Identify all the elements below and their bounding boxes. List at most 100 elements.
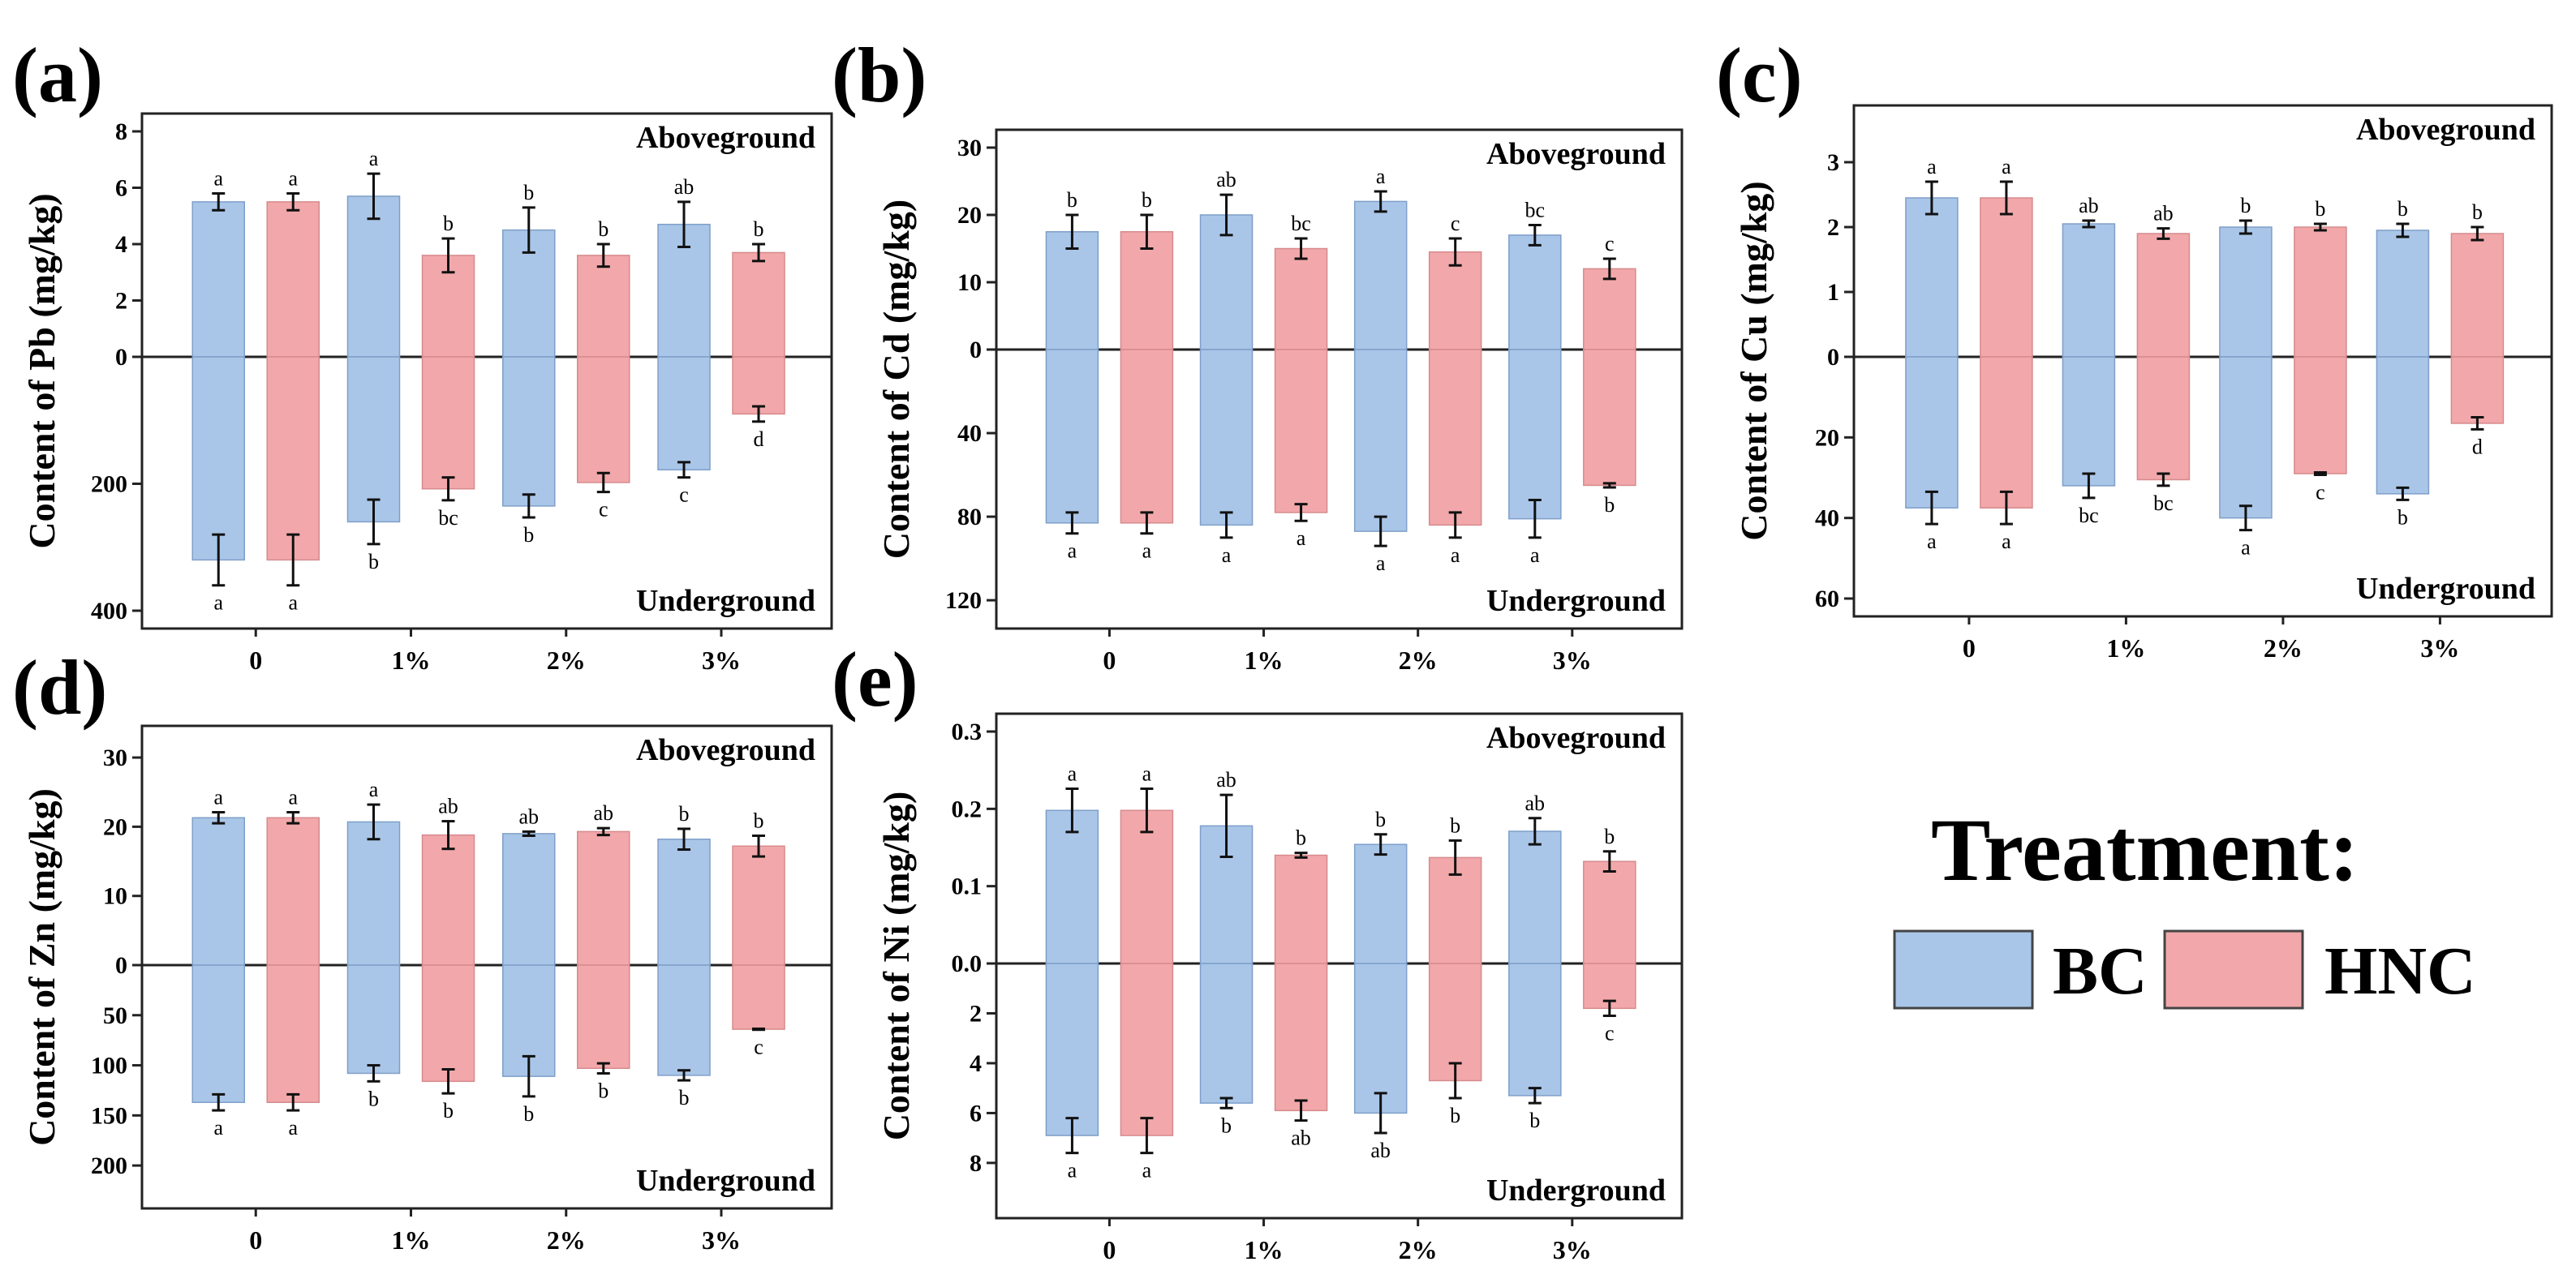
y-tick-label: 0.2	[952, 796, 983, 822]
significance-letter: a	[288, 166, 298, 190]
significance-letter: c	[679, 483, 689, 507]
significance-letter: a	[1142, 762, 1152, 786]
x-tick-label: 0	[1103, 646, 1116, 675]
bar-bottom-bc	[191, 964, 245, 1104]
significance-letter: ab	[1216, 768, 1236, 792]
y-tick-label: 40	[1815, 505, 1839, 532]
significance-letter: a	[2002, 530, 2011, 553]
bar-top-hnc	[1980, 197, 2033, 358]
chart-panel: (b) Content of Cd (mg/kg) 0 10 20 30 40 80 120 0 1…	[832, 32, 1684, 675]
significance-letter: ab	[518, 805, 539, 828]
y-tick-label: 0.1	[952, 873, 983, 900]
significance-letter: a	[1451, 543, 1460, 567]
significance-letter: d	[2472, 435, 2483, 458]
significance-letter: ab	[1216, 168, 1236, 191]
bar-bottom-bc	[1353, 963, 1408, 1114]
significance-letter: ab	[2079, 194, 2099, 217]
significance-letter: a	[1927, 530, 1937, 553]
bar-bottom-bc	[1905, 356, 1959, 509]
significance-letter: b	[523, 523, 534, 547]
y-axis-label: Content of Ni (mg/kg)	[875, 792, 917, 1141]
panel-label: (a)	[12, 32, 103, 118]
bar-top-bc	[1508, 234, 1562, 350]
bar-bottom-bc	[346, 964, 401, 1075]
bar-top-hnc	[266, 201, 320, 358]
plot-frame	[140, 112, 833, 630]
y-tick-label: 4	[970, 1050, 982, 1077]
significance-letter: c	[599, 498, 609, 521]
bar-bottom-bc	[2062, 356, 2116, 487]
bar-top-bc	[2062, 223, 2116, 358]
significance-letter: a	[213, 785, 223, 809]
bar-top-hnc	[266, 817, 320, 966]
significance-letter: c	[1451, 212, 1460, 235]
bar-bottom-hnc	[732, 356, 785, 415]
significance-letter: bc	[2153, 491, 2174, 515]
bar-top-bc	[1045, 809, 1099, 964]
bar-top-bc	[2219, 226, 2273, 358]
y-tick-label: 0	[115, 344, 127, 371]
chart-panel: (e) Content of Ni (mg/kg) 0.0 0.1 0.2 0.3 2 4 6 8…	[832, 636, 1684, 1264]
significance-letter: b	[2240, 194, 2251, 217]
significance-letter: b	[2398, 505, 2408, 529]
x-tick-label: 3%	[1553, 646, 1592, 675]
bar-bottom-bc	[1045, 349, 1099, 524]
significance-letter: b	[1067, 188, 1077, 212]
bar-bottom-hnc	[2294, 356, 2347, 474]
y-tick-label: 120	[945, 587, 982, 614]
significance-letter: a	[1376, 165, 1386, 188]
y-tick-label: 8	[115, 118, 127, 145]
significance-letter: ab	[674, 175, 695, 199]
legend: Treatment: BC HNC	[1893, 800, 2476, 1010]
x-tick-label: 2%	[1399, 646, 1438, 675]
plot-frame	[1852, 104, 2553, 618]
significance-letter: a	[1530, 543, 1540, 567]
bar-top-hnc	[2136, 233, 2191, 358]
bar-top-hnc	[1274, 854, 1328, 964]
y-tick-label: 10	[957, 269, 982, 296]
x-tick-label: 3%	[2420, 633, 2459, 663]
bar-top-bc	[1353, 843, 1408, 964]
bar-bottom-hnc	[421, 964, 475, 1083]
plot-frame	[995, 128, 1684, 630]
y-tick-label: 2	[970, 1000, 982, 1027]
bar-bottom-hnc	[266, 964, 320, 1104]
y-axis-label: Content of Cu (mg/kg)	[1733, 181, 1774, 540]
significance-letter: bc	[438, 506, 458, 530]
bar-bottom-bc	[657, 964, 711, 1076]
bar-bottom-hnc	[1428, 349, 1482, 526]
significance-letter: b	[523, 181, 534, 204]
bar-top-bc	[2376, 230, 2430, 358]
significance-letter: b	[368, 1087, 379, 1110]
x-tick-label: 2%	[1399, 1235, 1438, 1264]
significance-letter: bc	[1291, 212, 1311, 235]
bar-top-bc	[1508, 830, 1562, 964]
bar-bottom-bc	[1199, 349, 1254, 526]
bar-bottom-bc	[1045, 963, 1099, 1136]
x-tick-label: 1%	[392, 1225, 431, 1255]
bar-top-bc	[1353, 200, 1408, 350]
significance-letter: bc	[2079, 504, 2099, 527]
bar-bottom-bc	[191, 356, 245, 561]
legend-title: Treatment:	[1931, 800, 2359, 899]
aboveground-label: Aboveground	[1486, 721, 1666, 755]
panel-label: (d)	[12, 644, 107, 731]
bar-top-bc	[346, 195, 401, 358]
bar-top-hnc	[577, 255, 630, 358]
bar-bottom-bc	[1508, 349, 1562, 520]
y-tick-label: 0	[970, 337, 982, 363]
significance-letter: a	[2241, 536, 2251, 560]
bar-bottom-hnc	[421, 356, 475, 490]
bar-top-bc	[502, 833, 556, 966]
bar-top-bc	[191, 201, 245, 358]
x-tick-label: 2%	[547, 1225, 586, 1255]
bar-bottom-bc	[2219, 356, 2273, 519]
x-tick-label: 0	[249, 646, 262, 675]
bar-top-hnc	[2294, 226, 2347, 358]
y-tick-label: 50	[103, 1002, 127, 1029]
bar-bottom-hnc	[1120, 349, 1174, 524]
panel-label: (b)	[832, 32, 927, 118]
x-tick-label: 2%	[2264, 633, 2303, 663]
y-tick-label: 200	[91, 1152, 127, 1179]
